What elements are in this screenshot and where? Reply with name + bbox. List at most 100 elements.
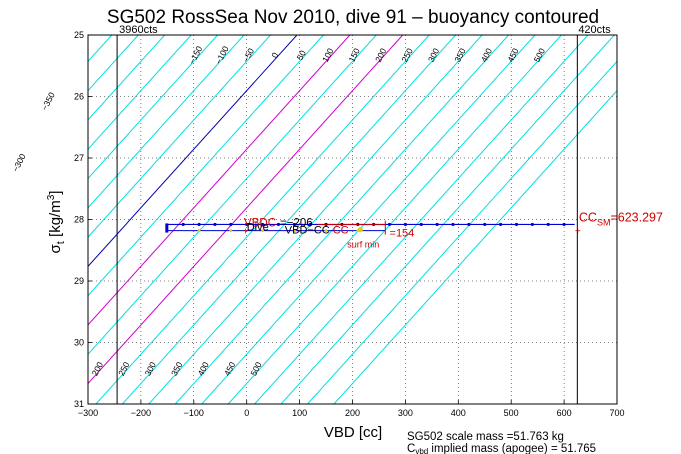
x-tick-label: 600 bbox=[557, 408, 572, 418]
y-axis-label-sup: 3 bbox=[46, 194, 57, 200]
x-axis-label: VBD [cc] bbox=[324, 424, 382, 441]
trajectory-point bbox=[245, 222, 249, 227]
y-axis-label-sub: t bbox=[55, 241, 67, 244]
buoyancy-contour-line bbox=[88, 35, 351, 326]
buoyancy-contour-line bbox=[88, 35, 404, 385]
trajectory-point bbox=[451, 222, 455, 227]
buoyancy-contour-line bbox=[88, 35, 245, 209]
trajectory-point bbox=[260, 222, 265, 227]
cc-sm-sub: SM bbox=[597, 217, 611, 227]
vbd-cc-name: VBD−CC bbox=[285, 225, 330, 237]
implied-mass-main: C bbox=[407, 443, 415, 454]
trajectory-point bbox=[229, 222, 233, 227]
buoyancy-contour-line bbox=[88, 35, 324, 297]
trajectory-point bbox=[514, 222, 519, 227]
chart-title: SG502 RossSea Nov 2010, dive 91 – buoyan… bbox=[107, 7, 599, 28]
vbd-cc-label: VBD−CC CC bbox=[285, 225, 349, 237]
y-tick-label: 31 bbox=[74, 399, 84, 409]
surf-min-label: surf min bbox=[347, 240, 379, 250]
buoyancy-contour-line bbox=[333, 89, 617, 404]
trajectory-point bbox=[403, 222, 407, 227]
x-tick-label: −200 bbox=[131, 408, 151, 418]
x-tick-label: 500 bbox=[504, 408, 519, 418]
x-tick-label: 200 bbox=[345, 408, 360, 418]
contour-label-left: −300 bbox=[10, 152, 28, 174]
buoyancy-contour-line bbox=[148, 35, 483, 404]
trajectory-point bbox=[181, 222, 185, 227]
cc-value: =154 bbox=[390, 228, 415, 240]
y-tick-label: 27 bbox=[74, 153, 84, 163]
buoyancy-contour-line bbox=[0, 35, 32, 404]
vbd-limit-lines: 3960cts 420cts bbox=[116, 24, 611, 404]
cc-name: CC bbox=[333, 225, 349, 237]
trajectory-point bbox=[213, 222, 217, 227]
trajectory-point bbox=[467, 222, 471, 227]
buoyancy-contour-line bbox=[95, 35, 430, 404]
trajectory-point bbox=[530, 222, 534, 227]
trajectory-lower-point bbox=[324, 229, 328, 232]
trajectory-point bbox=[546, 222, 550, 227]
trajectory-point bbox=[197, 222, 201, 227]
contour-label-top: 50 bbox=[295, 48, 308, 61]
trajectory-point bbox=[483, 222, 487, 227]
vbdc-value: =−206 bbox=[280, 217, 313, 229]
buoyancy-contours bbox=[0, 35, 617, 404]
x-axis-ticks: −300 −200 −100 0 100 200 300 400 500 600 700 bbox=[78, 400, 625, 418]
y-axis-label-end: ] bbox=[47, 191, 64, 195]
cc-sm-main: CC bbox=[579, 210, 597, 224]
y-tick-label: 26 bbox=[74, 92, 84, 102]
buoyancy-contour-line bbox=[122, 35, 457, 404]
x-tick-label: 0 bbox=[244, 408, 249, 418]
contour-label-top: 0 bbox=[269, 51, 280, 60]
trajectory-start-marker bbox=[165, 223, 169, 233]
buoyancy-contour-line bbox=[88, 35, 192, 150]
trajectory-point bbox=[387, 222, 392, 227]
trajectory-point bbox=[276, 222, 281, 227]
trajectory-point bbox=[499, 222, 503, 227]
y-axis-label: σt [kg/m3] bbox=[46, 191, 67, 254]
x-tick-label: 100 bbox=[292, 408, 307, 418]
cc-sm-marker: + bbox=[575, 226, 581, 237]
buoyancy-contour-line bbox=[174, 35, 509, 404]
trajectory-point bbox=[308, 222, 312, 227]
x-tick-label: 400 bbox=[451, 408, 466, 418]
x-tick-label: 700 bbox=[609, 408, 624, 418]
buoyancy-contour-line bbox=[280, 35, 615, 404]
buoyancy-contour-line bbox=[88, 35, 377, 355]
x-tick-label: 300 bbox=[398, 408, 413, 418]
vbdc-label: VBDC =−206 bbox=[244, 217, 313, 229]
y-tick-label: 28 bbox=[74, 215, 84, 225]
trajectory-lower-point bbox=[197, 229, 201, 232]
buoyancy-contour-line bbox=[201, 35, 536, 404]
y-axis-label-unit: [kg/m bbox=[47, 200, 64, 241]
buoyancy-contour-line bbox=[88, 35, 218, 180]
y-tick-label: 30 bbox=[74, 338, 84, 348]
trajectory-lower-point bbox=[261, 229, 264, 232]
y-tick-label: 25 bbox=[74, 30, 84, 40]
implied-mass-text: Cvbd implied mass (apogee) = 51.765 bbox=[407, 443, 596, 454]
buoyancy-contour-line bbox=[88, 35, 166, 121]
cc-sm-value: =623.297 bbox=[610, 210, 663, 224]
y-tick-label: 29 bbox=[74, 276, 84, 286]
cc-marker bbox=[357, 227, 363, 233]
buoyancy-contour-line bbox=[88, 35, 271, 238]
buoyancy-contour-line bbox=[227, 35, 562, 404]
implied-mass-rest: implied mass (apogee) = 51.765 bbox=[428, 443, 596, 454]
trajectory-point bbox=[292, 222, 296, 227]
vbdc-name: VBDC bbox=[244, 217, 276, 229]
buoyancy-contour-line bbox=[307, 60, 617, 404]
scale-mass-text: SG502 scale mass =51.763 kg bbox=[407, 431, 564, 443]
dive-label: Dive bbox=[247, 221, 269, 233]
dive-trajectory bbox=[165, 220, 575, 235]
vbd-limit-label: 3960cts bbox=[119, 24, 158, 36]
buoyancy-contour-line bbox=[254, 35, 589, 404]
trajectory-point bbox=[435, 222, 439, 227]
trajectory-lower-point bbox=[229, 229, 233, 232]
implied-mass-sub: vbd bbox=[415, 447, 428, 454]
contour-label-left: −350 bbox=[39, 90, 57, 112]
cc-sm-label: CCSM=623.297 bbox=[579, 210, 663, 227]
grid bbox=[88, 35, 617, 404]
trajectory-lower-point bbox=[292, 229, 296, 232]
